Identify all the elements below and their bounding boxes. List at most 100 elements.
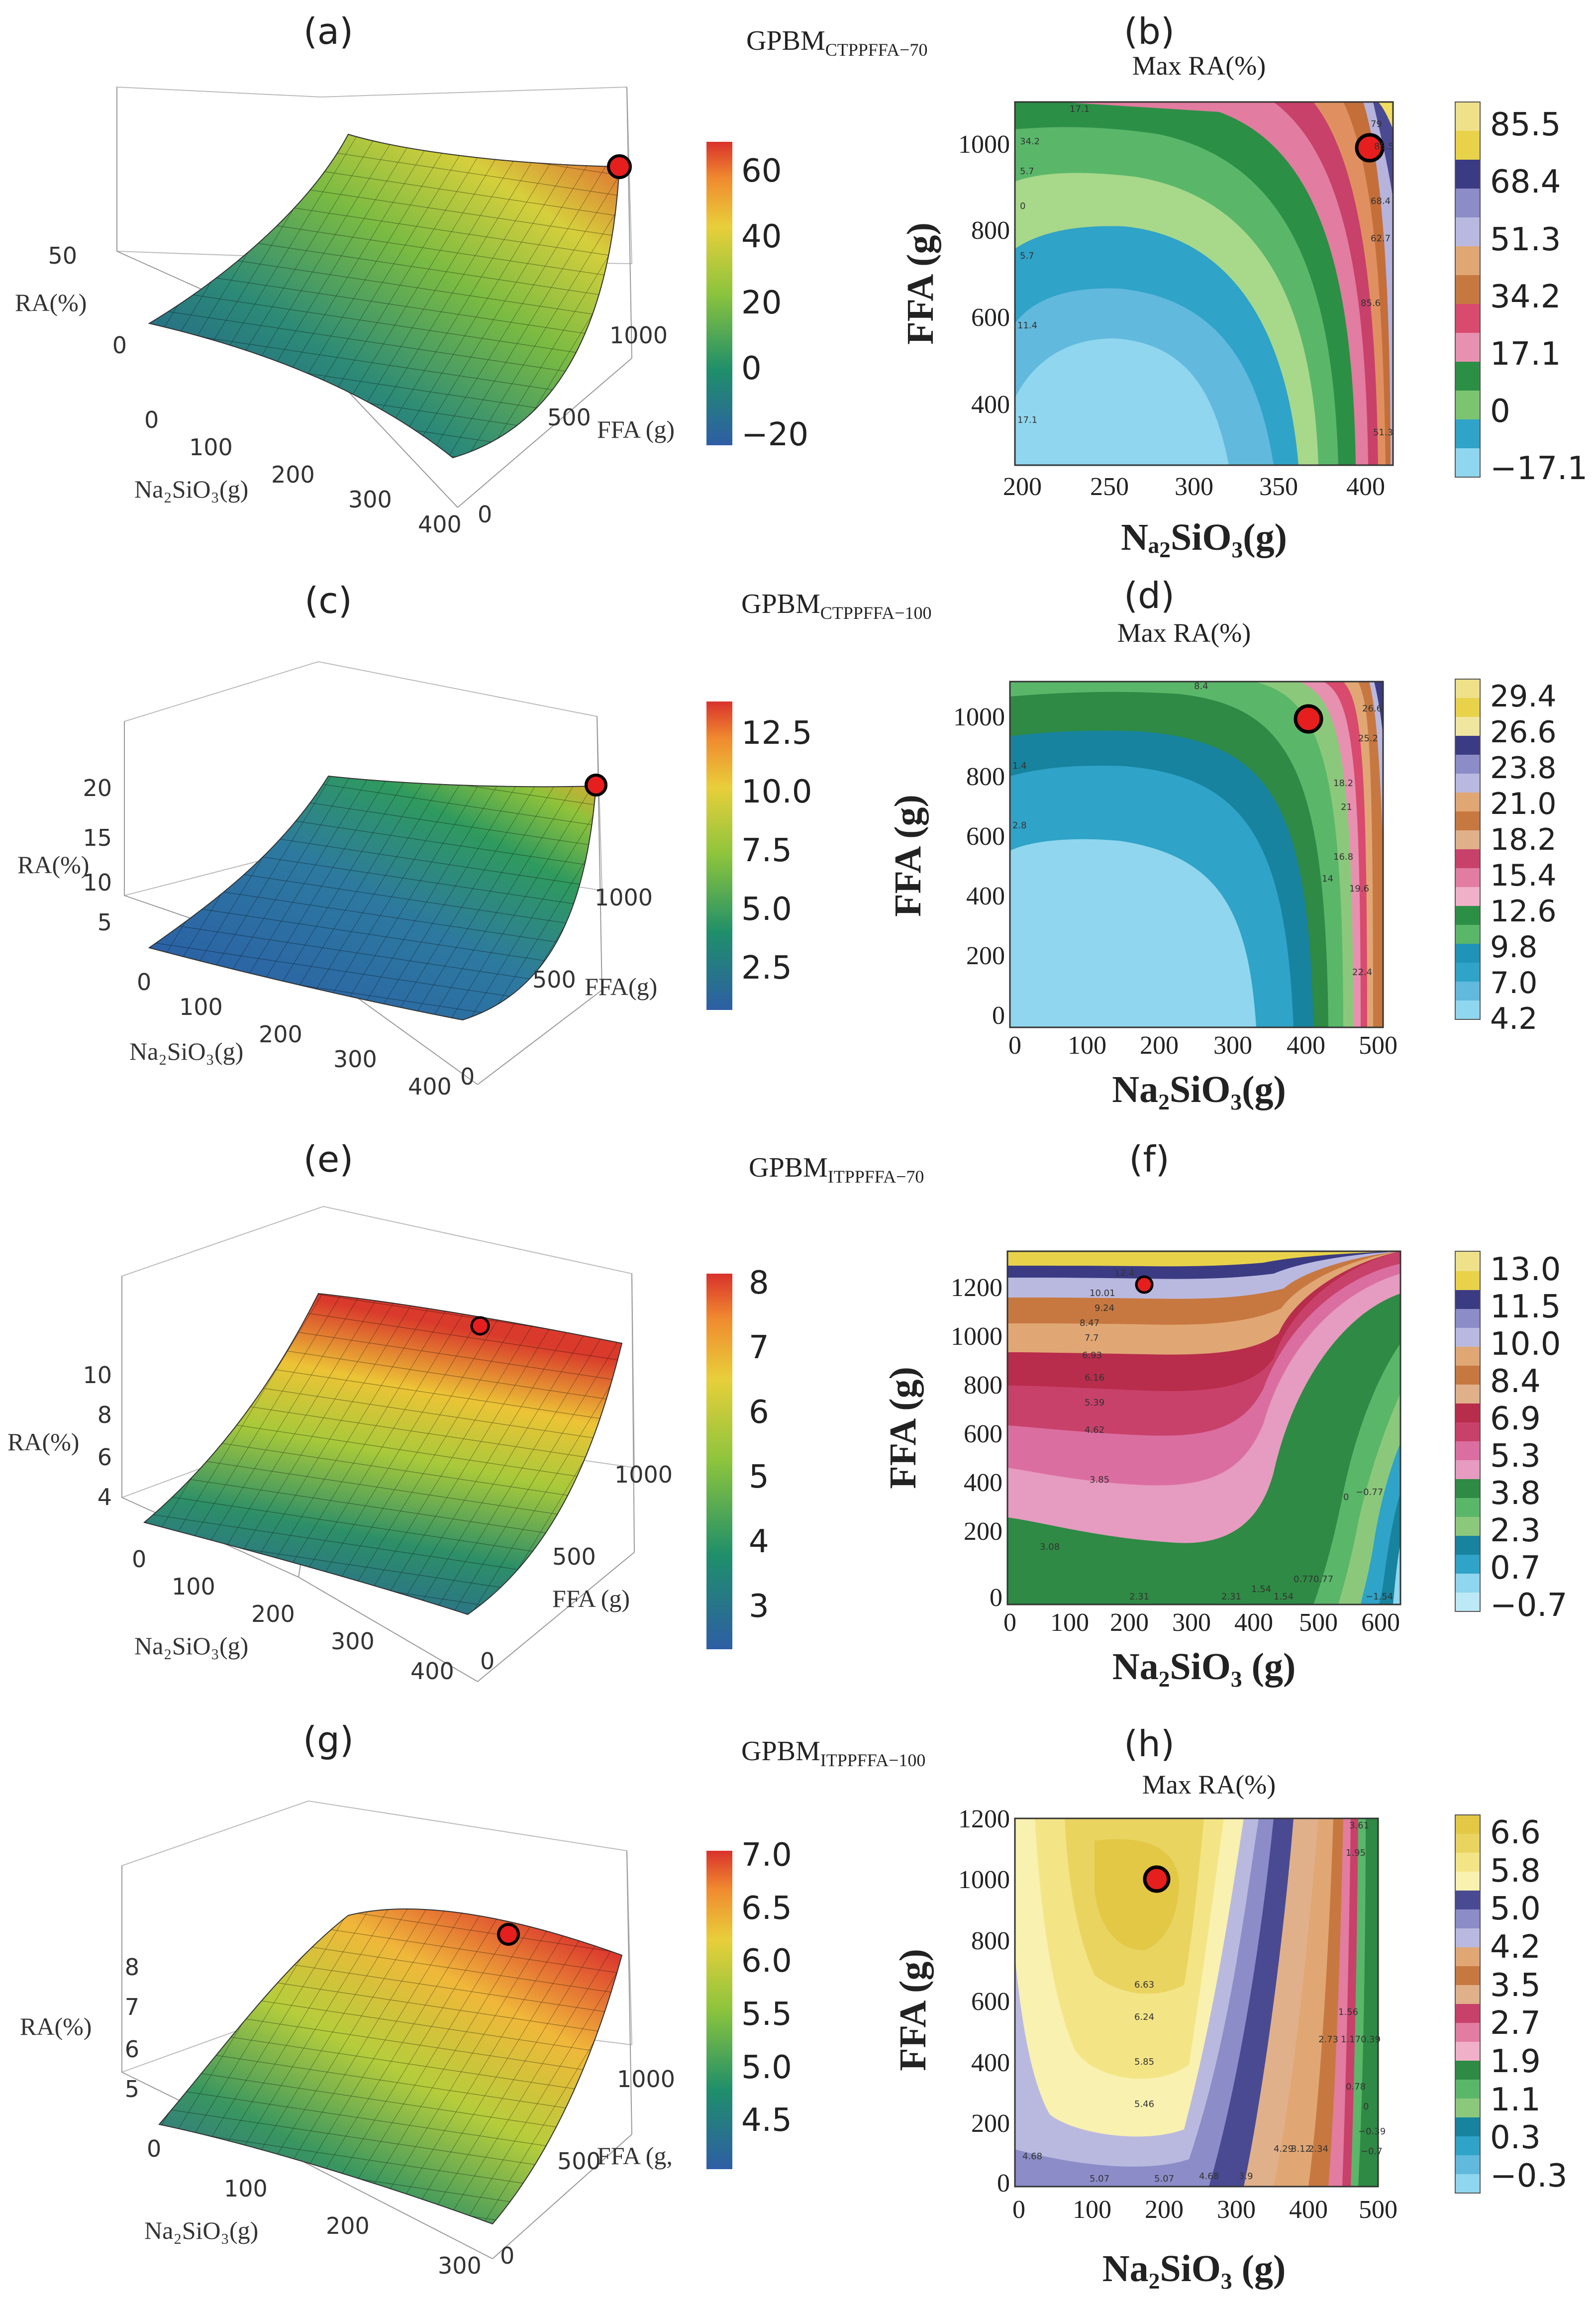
panel-f-label: (f) — [1129, 1138, 1170, 1180]
panel-a-xtick: 0 — [144, 406, 159, 433]
panel-d-contour-label: 22.4 — [1352, 967, 1372, 978]
panel-c-title: GPBMCTPPFFA−100 — [741, 589, 931, 623]
panel-b-contour-label: 51.3 — [1373, 427, 1393, 438]
panel-g-colorbar-tick: 6.5 — [741, 1890, 792, 1927]
panel-f-ytick: 200 — [964, 1517, 1002, 1546]
panel-f-contour-label: 1.54 — [1274, 1592, 1294, 1602]
panel-e-xtick: 300 — [331, 1628, 375, 1655]
panel-b-contour-label: 11.4 — [1017, 320, 1037, 331]
panel-a-ytick: 1000 — [609, 322, 668, 349]
panel-h-contour-label: 0 — [1363, 2101, 1369, 2112]
panel-e-ztick: 8 — [98, 1401, 112, 1428]
panel-h-contour-plot: 3.61 1.95 6.63 6.24 5.85 5.46 4.68 5.07 … — [892, 1805, 1397, 2290]
panel-h-xtick: 200 — [1145, 2196, 1184, 2224]
panel-d-contour-label: 16.8 — [1333, 852, 1353, 862]
panel-h-xtick: 300 — [1217, 2196, 1256, 2224]
panel-d-legend-tick: 15.4 — [1490, 858, 1557, 893]
panel-e-xtick: 100 — [172, 1573, 215, 1600]
panel-c-xlabel: Na₂SiO₃(g) — [129, 1037, 243, 1065]
panel-f-legend-tick: 3.8 — [1490, 1475, 1541, 1512]
panel-e-xtick: 200 — [251, 1600, 295, 1627]
panel-h-contour-label: 2.34 — [1308, 2144, 1328, 2154]
panel-g-ztick: 5 — [125, 2076, 139, 2102]
panel-c-ytick: 1000 — [595, 884, 653, 911]
panel-e-colorbar-tick: 3 — [749, 1588, 769, 1625]
panel-h-contour-label: 2.73 — [1318, 2034, 1338, 2045]
panel-d-ytick: 1000 — [953, 703, 1005, 731]
panel-b-legend-tick: 85.5 — [1490, 106, 1561, 143]
panel-c-ytick: 500 — [532, 966, 576, 993]
panel-e-title-main: GPBM — [749, 1152, 828, 1183]
panel-b-ylabel: FFA (g) — [899, 222, 941, 345]
panel-f-contour-label: 0.77 — [1313, 1574, 1333, 1585]
panel-b-contour-label: 5.7 — [1020, 251, 1034, 261]
panel-a-label: (a) — [303, 10, 353, 52]
panel-f-contour-label: 8.47 — [1080, 1318, 1099, 1328]
panel-h-contour-label: 5.85 — [1134, 2057, 1154, 2067]
panel-f-ytick: 1200 — [951, 1274, 1002, 1302]
panel-c-colorbar-tick: 2.5 — [741, 950, 792, 987]
panel-g-xtick: 200 — [326, 2212, 370, 2239]
panel-h-legend-tick: 1.9 — [1490, 2043, 1541, 2080]
panel-f-contour-label: 4.62 — [1085, 1425, 1104, 1435]
panel-g-ytick: 0 — [500, 2242, 514, 2269]
panel-c-zlabel: RA(%) — [17, 851, 89, 879]
panel-b-xtick: 200 — [1003, 473, 1042, 501]
panel-b-contour-plot: 17.1 34.2 5.7 0 5.7 11.4 17.1 68.4 62.7 … — [899, 101, 1394, 558]
panel-d-legend-tick: 26.6 — [1490, 715, 1557, 750]
panel-d-contour-label: 25.2 — [1358, 733, 1378, 744]
panel-h-legend-tick: 5.0 — [1490, 1891, 1541, 1927]
panel-h-legend-tick: 1.1 — [1490, 2082, 1541, 2118]
panel-d-contour-label: 26.6 — [1362, 703, 1382, 714]
panel-e-label: (e) — [303, 1138, 353, 1180]
panel-g-title-sub: ITPPFFA−100 — [820, 1750, 926, 1770]
panel-g-colorbar-tick: 6.0 — [741, 1943, 792, 1980]
panel-f-contour-label: 6.16 — [1085, 1373, 1104, 1383]
panel-h-contour-label: 5.46 — [1134, 2099, 1154, 2109]
panel-h-legend-tick: 4.2 — [1490, 1929, 1541, 1966]
panel-f-contour-label: 0.77 — [1294, 1574, 1313, 1585]
panel-f-frame — [1006, 1250, 1401, 1605]
panel-c-box-edges — [124, 716, 602, 991]
panel-f-contour-label: −0.77 — [1356, 1487, 1383, 1498]
panel-f-contour-label: 0 — [1343, 1492, 1349, 1502]
panel-d-ylabel: FFA (g) — [887, 795, 929, 917]
panel-h-xtick: 400 — [1289, 2196, 1328, 2224]
panel-g-colorbar-tick: 7.0 — [741, 1837, 792, 1874]
panel-f-xtick: 0 — [1003, 1608, 1016, 1637]
panel-d-contour-label: 21 — [1341, 802, 1352, 812]
panel-h-xlabel: Na₂SiO₃ (g) — [1102, 2248, 1286, 2290]
panel-d-xtick: 500 — [1359, 1031, 1397, 1060]
panel-a-ytick: 0 — [478, 501, 492, 528]
panel-h-legend-tick: 2.7 — [1490, 2005, 1541, 2042]
panel-f-legend-tick: 13.0 — [1490, 1251, 1561, 1288]
panel-h-ytick: 800 — [971, 1927, 1010, 1955]
panel-a-xtick: 400 — [418, 511, 462, 538]
panel-b-title: Max RA(%) — [1132, 51, 1266, 81]
panel-c-colorbar-tick: 10.0 — [741, 774, 812, 810]
panel-g-ztick: 7 — [125, 1994, 139, 2020]
panel-h-contour-label: 4.68 — [1022, 2151, 1042, 2162]
panel-d-xlabel: Na₂SiO₃(g) — [1112, 1069, 1286, 1110]
panel-e-surface-plot: RA(%) 10 8 6 4 0 100 200 300 400 Na₂SiO₃… — [7, 1205, 673, 1685]
panel-d-ytick: 0 — [992, 1001, 1005, 1030]
panel-a-colorbar-tick: 40 — [741, 218, 782, 255]
panel-d-legend: 29.4 26.6 23.8 21.0 18.2 15.4 12.6 9.8 7… — [1455, 679, 1557, 1036]
panel-g-optimum-marker — [497, 1923, 520, 1946]
panel-h-contour-label: 3.9 — [1239, 2171, 1253, 2182]
panel-c-colorbar-tick: 12.5 — [741, 715, 812, 752]
panel-e-colorbar-tick: 8 — [749, 1265, 769, 1301]
panel-b-legend-tick: 34.2 — [1490, 279, 1561, 315]
panel-c-ylabel: FFA(g) — [585, 973, 657, 1000]
panel-f-contour-label: 2.31 — [1129, 1592, 1149, 1602]
panel-a-ztick: 50 — [48, 242, 77, 269]
panel-a-colorbar-tick: 60 — [741, 153, 782, 190]
panel-f-ytick: 0 — [990, 1584, 1002, 1612]
panel-f-ytick: 600 — [964, 1420, 1002, 1448]
panel-h-contour-label: 3.61 — [1349, 1820, 1369, 1831]
panel-a-xtick: 200 — [271, 461, 315, 488]
panel-f-contour-label: 9.24 — [1095, 1303, 1114, 1313]
panel-f-ytick: 800 — [964, 1371, 1002, 1400]
panel-c-ztick: 5 — [98, 909, 112, 936]
